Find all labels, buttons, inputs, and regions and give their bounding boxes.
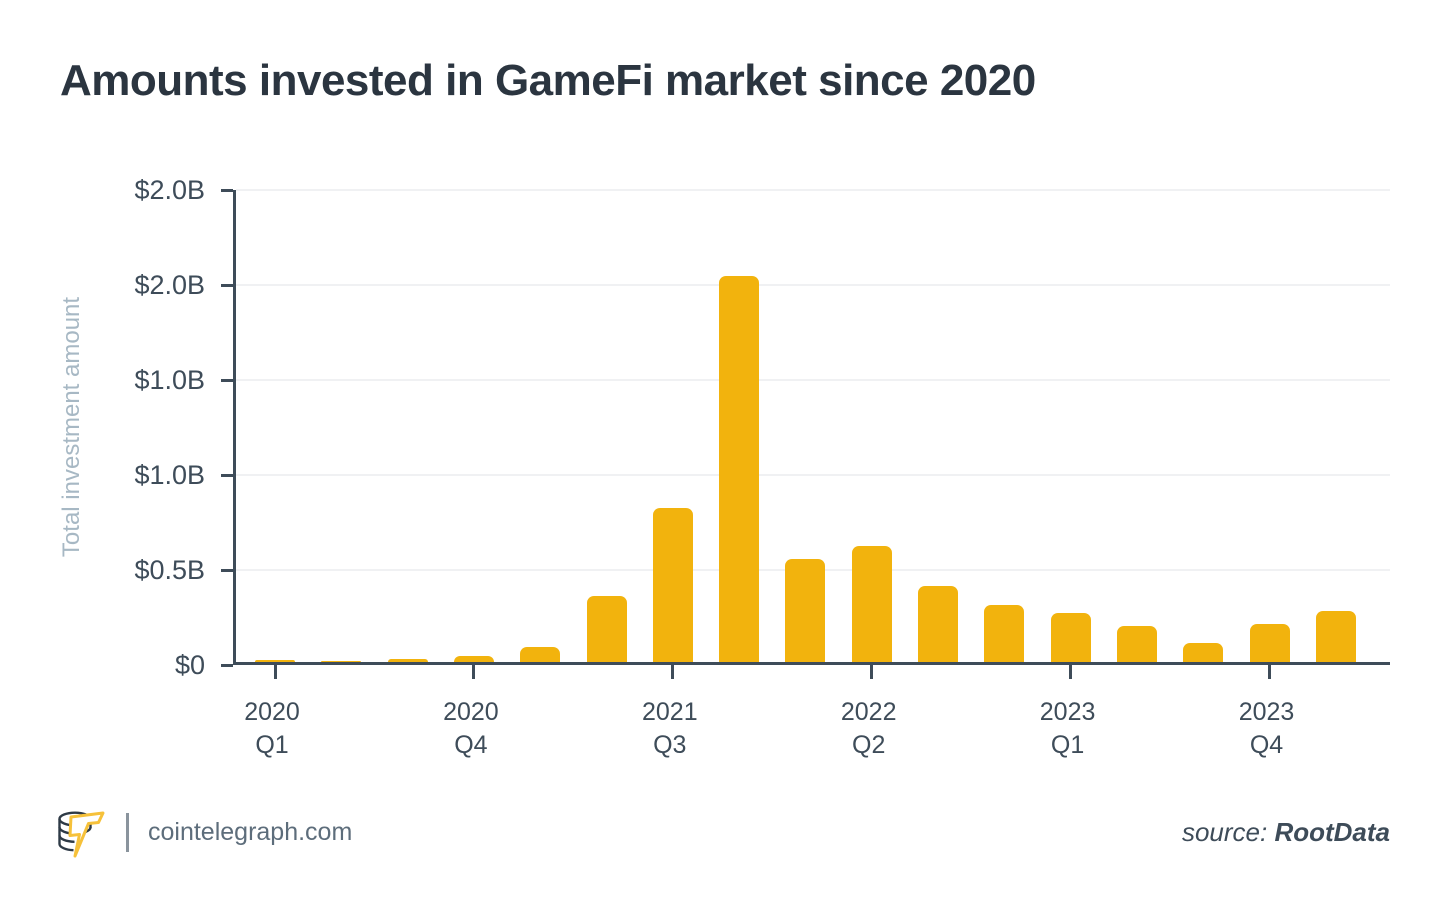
x-axis-labels: 2020 Q1 2020 Q4 2021 Q3 2022 Q2 2023 Q1 2023 Q4	[233, 696, 1390, 768]
y-tick-label: $1.0B	[134, 460, 205, 490]
footer: cointelegraph.com source: RootData	[0, 800, 1450, 870]
x-tick-mark	[1069, 665, 1073, 679]
x-tick-label-year: 2020	[244, 698, 300, 726]
x-tick-label-quarter: Q4	[454, 731, 488, 759]
bar	[520, 646, 561, 662]
x-tick-label: 2020 Q4	[411, 696, 531, 762]
cointelegraph-logo-icon	[58, 811, 105, 858]
bar	[1249, 624, 1290, 662]
y-tick-label: $0	[174, 650, 205, 680]
bar	[918, 586, 958, 662]
plot-area	[221, 188, 1390, 679]
bar	[1183, 643, 1224, 662]
y-tick-label: $2.0B	[134, 270, 205, 300]
source-label: source:	[1181, 817, 1268, 847]
y-tick-label: $0.5B	[134, 555, 205, 585]
x-tick-label: 2023 Q1	[1008, 696, 1128, 762]
lightning-bolt-icon	[68, 811, 105, 858]
gridline	[236, 379, 1390, 381]
x-tick-label: 2020 Q1	[212, 696, 332, 762]
chart-title: Amounts invested in GameFi market since …	[60, 56, 1036, 105]
x-tick-label-year: 2023	[1039, 698, 1096, 726]
bar	[785, 559, 826, 662]
bar	[387, 659, 428, 662]
x-tick-label: 2021 Q3	[610, 696, 730, 762]
bar	[1050, 612, 1091, 662]
x-tick-mark	[870, 665, 874, 679]
x-tick-mark	[671, 665, 675, 679]
y-tick-mark	[221, 188, 233, 192]
x-tick-label-year: 2020	[443, 698, 499, 726]
x-tick-label-quarter: Q2	[852, 731, 886, 759]
x-tick-label-year: 2021	[641, 698, 698, 726]
x-tick-label-quarter: Q4	[1249, 731, 1284, 759]
footer-site-label: cointelegraph.com	[148, 818, 353, 846]
bar	[1116, 625, 1157, 662]
source-value: RootData	[1274, 817, 1390, 847]
gridline	[236, 474, 1390, 476]
x-tick-label-quarter: Q3	[653, 731, 687, 759]
source-line: source: RootData	[1182, 817, 1390, 848]
bar	[321, 661, 362, 662]
x-tick-label-quarter: Q1	[1050, 731, 1085, 759]
y-tick-mark	[221, 283, 233, 287]
x-tick-label-quarter: Q1	[255, 731, 289, 759]
bar	[652, 508, 693, 662]
x-tick-label: 2022 Q2	[809, 696, 929, 762]
y-axis-labels: $0 $0.5B $1.0B $1.0B $2.0B $2.0B	[0, 175, 205, 680]
y-tick-mark	[221, 568, 233, 572]
x-tick-label-year: 2022	[840, 698, 897, 726]
y-tick-label: $1.0B	[134, 365, 205, 395]
x-tick-mark	[1268, 665, 1271, 679]
gridline	[236, 189, 1390, 191]
x-tick-label: 2023 Q4	[1207, 696, 1327, 762]
x-tick-label-year: 2023	[1238, 698, 1295, 726]
bar	[851, 546, 892, 662]
footer-divider	[126, 813, 129, 852]
x-tick-mark	[472, 665, 476, 679]
y-tick-label: $2.0B	[134, 175, 205, 205]
gridline	[236, 284, 1390, 286]
bar	[586, 595, 627, 662]
bar	[719, 276, 760, 662]
bar	[453, 656, 494, 662]
bar	[1315, 610, 1356, 662]
x-tick-mark	[273, 665, 277, 679]
bar	[255, 660, 295, 662]
y-tick-mark	[221, 378, 233, 382]
y-tick-mark	[221, 663, 233, 667]
bar	[984, 605, 1025, 662]
y-tick-mark	[221, 473, 233, 477]
